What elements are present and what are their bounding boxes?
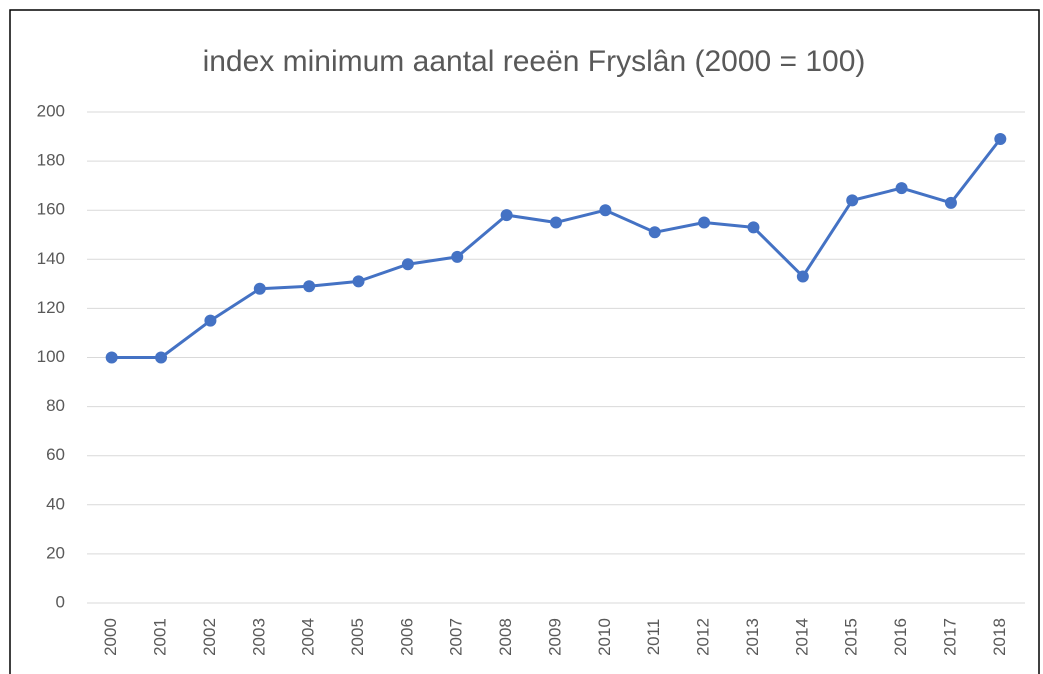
data-point: [550, 216, 562, 229]
x-tick-label: 2005: [348, 618, 367, 656]
y-tick-label: 80: [46, 396, 65, 415]
data-point: [352, 275, 365, 288]
x-tick-label: 2006: [397, 618, 416, 656]
chart-frame: [9, 9, 1040, 674]
data-point: [105, 351, 118, 364]
data-point: [500, 209, 513, 222]
x-tick-label: 2017: [940, 618, 959, 656]
x-tick-label: 2014: [792, 618, 811, 656]
data-point: [994, 133, 1007, 146]
y-tick-label: 120: [37, 298, 65, 317]
data-point: [895, 182, 908, 195]
data-line: [111, 138, 1002, 359]
x-tick-label: 2012: [694, 618, 713, 656]
y-tick-label: 60: [46, 445, 65, 464]
y-tick-label: 0: [56, 592, 65, 611]
data-point: [253, 282, 266, 295]
data-point: [846, 194, 859, 207]
x-tick-label: 2003: [249, 618, 268, 656]
x-tick-label: 2002: [200, 618, 219, 656]
y-tick-label: 160: [37, 200, 65, 219]
x-tick-label: 2009: [545, 618, 564, 656]
data-point: [747, 221, 760, 234]
x-tick-label: 2011: [644, 619, 663, 656]
data-point: [944, 196, 957, 209]
x-tick-label: 2016: [891, 618, 910, 656]
data-point: [698, 216, 711, 229]
y-tick-label: 100: [37, 347, 65, 366]
y-tick-label: 20: [46, 543, 65, 562]
x-tick-label: 2004: [299, 618, 318, 656]
y-tick-label: 40: [46, 494, 65, 513]
x-tick-label: 2007: [447, 618, 466, 656]
x-tick-label: 2013: [743, 618, 762, 656]
data-point: [155, 351, 168, 364]
chart-title: index minimum aantal reeën Fryslân (2000…: [203, 45, 866, 78]
x-tick-label: 2018: [990, 618, 1009, 656]
data-point: [796, 270, 809, 283]
data-point: [401, 258, 414, 271]
data-point: [648, 226, 661, 239]
x-tick-label: 2015: [842, 618, 861, 656]
data-point: [599, 204, 612, 217]
y-tick-label: 200: [37, 101, 65, 120]
y-tick-label: 180: [37, 151, 65, 170]
data-point: [451, 250, 464, 263]
data-point: [204, 314, 217, 327]
x-tick-label: 2001: [151, 618, 170, 656]
data-point: [303, 280, 316, 293]
x-tick-label: 2008: [496, 618, 515, 656]
y-tick-label: 140: [37, 249, 65, 268]
x-tick-label: 2010: [595, 618, 614, 656]
x-tick-label: 2000: [101, 618, 120, 656]
